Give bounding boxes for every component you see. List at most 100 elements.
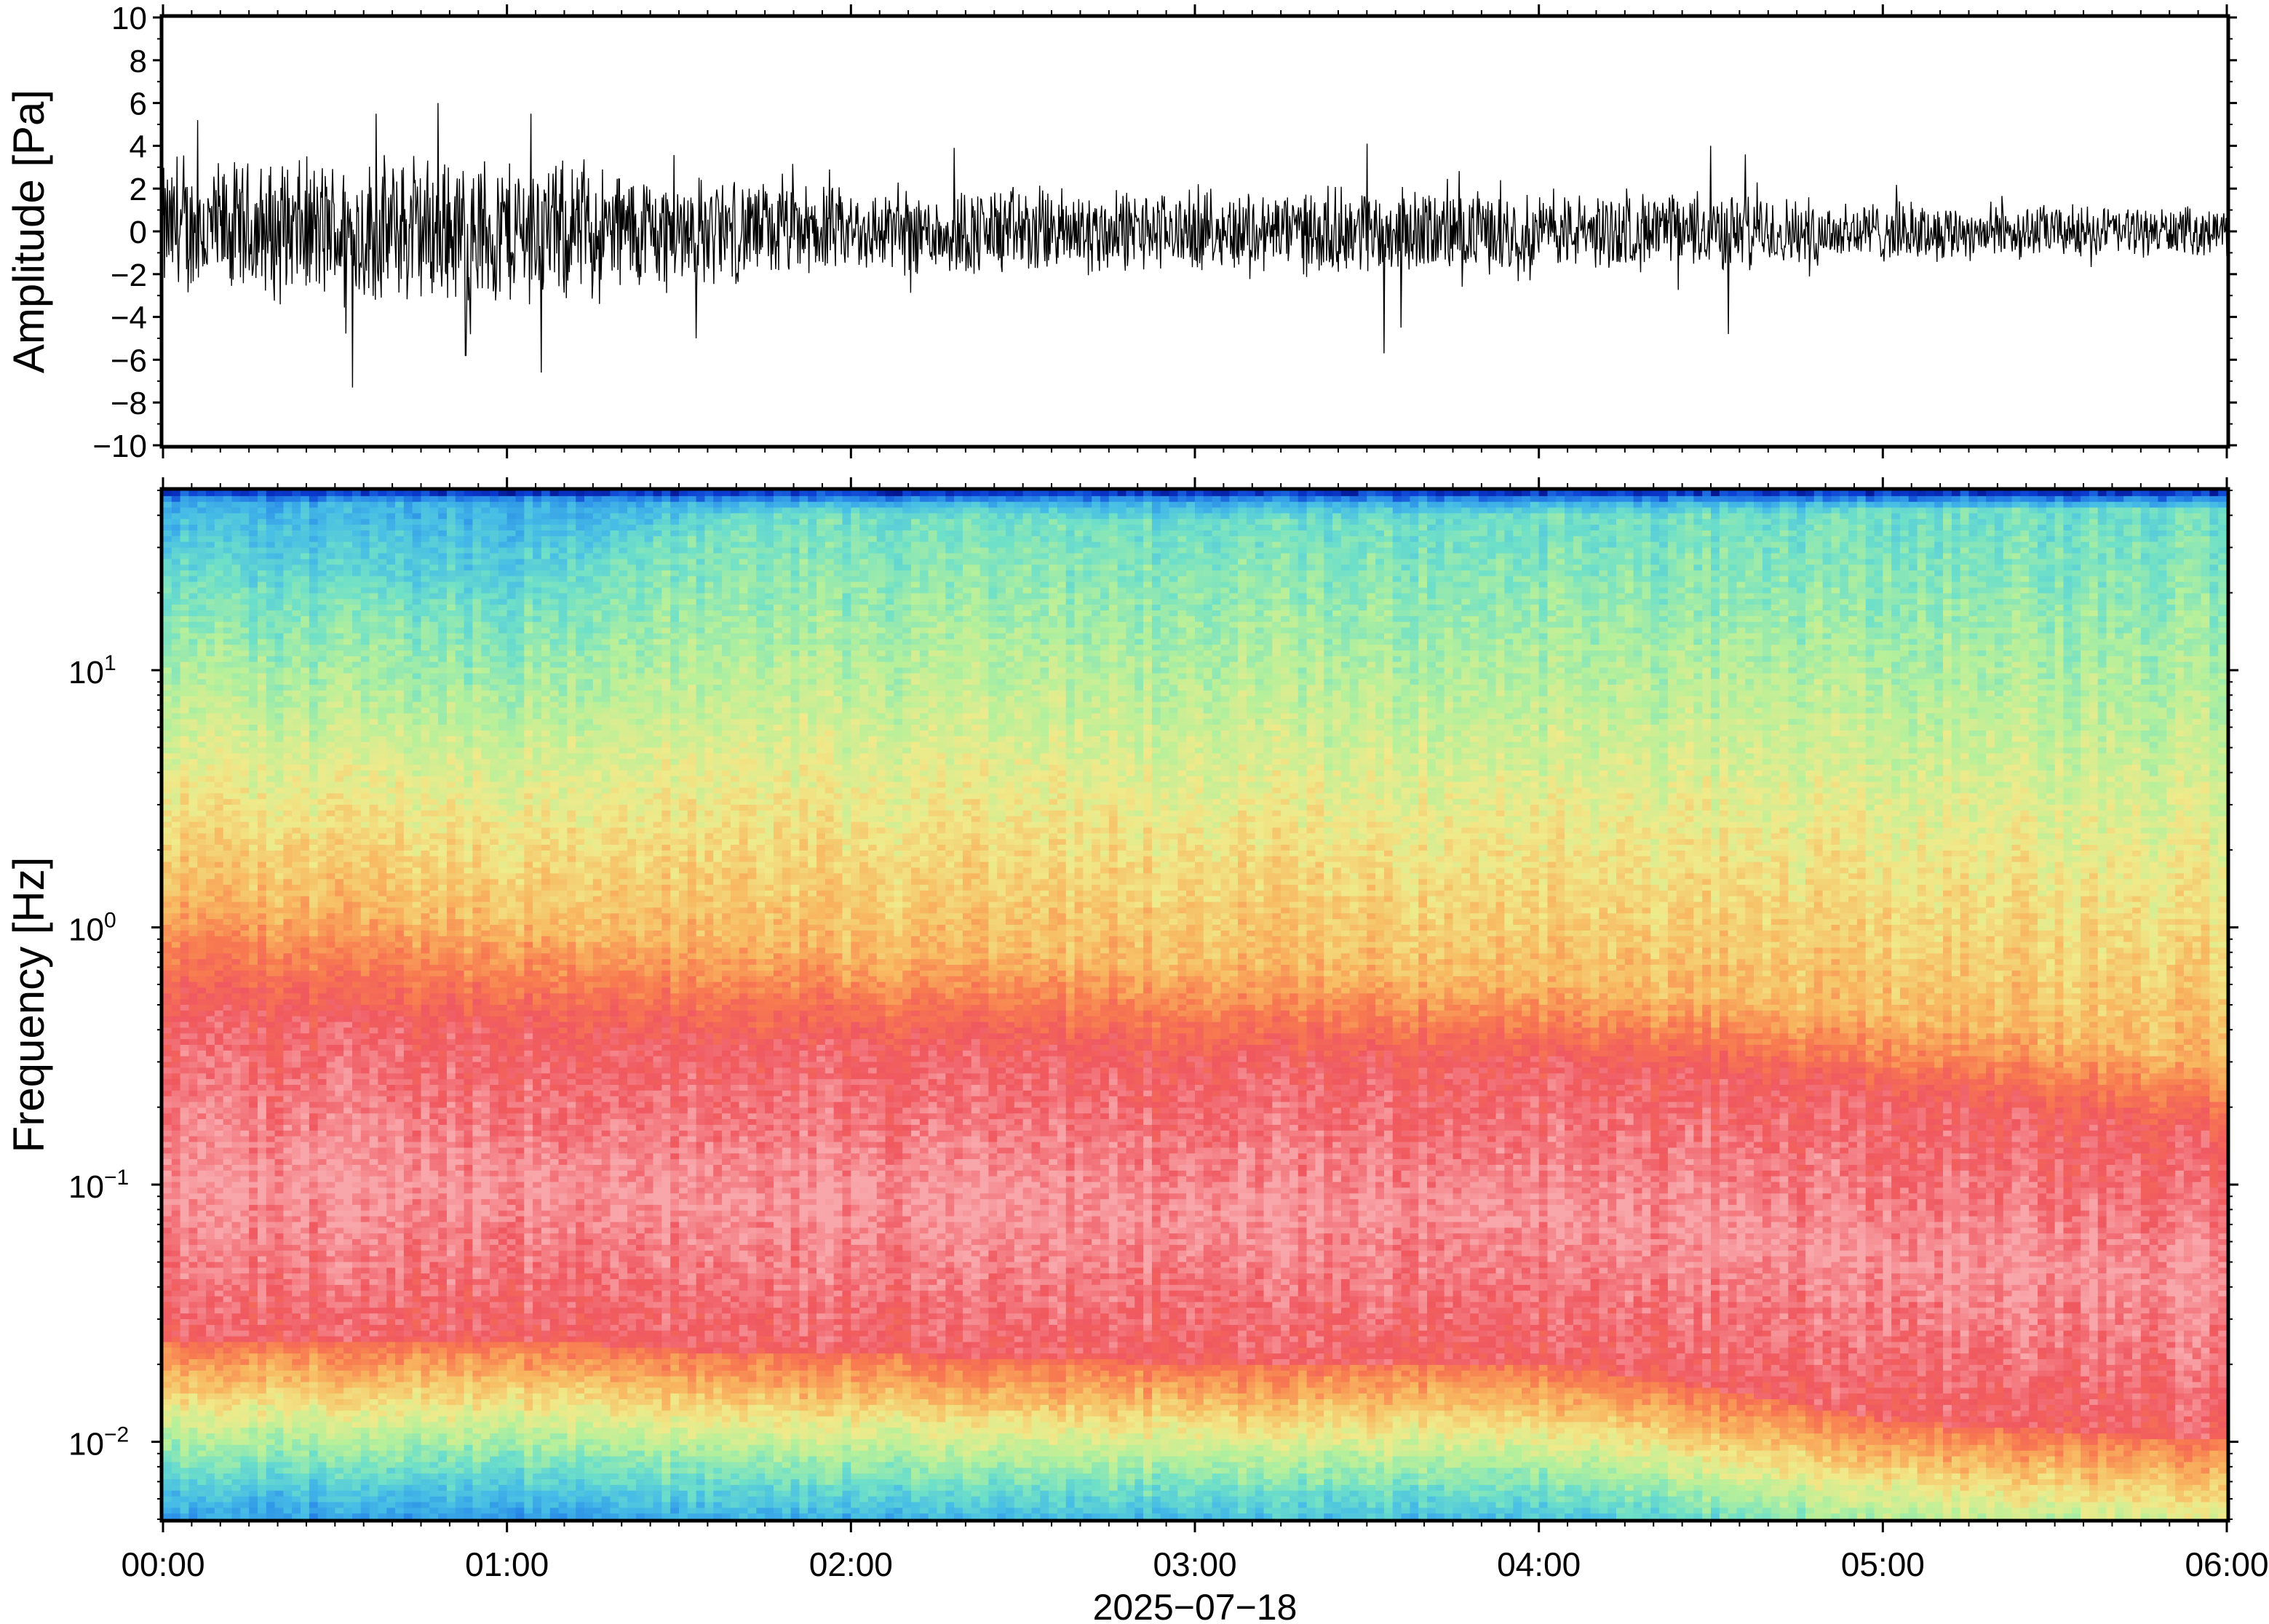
spectrogram-cell — [188, 1204, 198, 1211]
spectrogram-cell — [326, 1502, 335, 1508]
spectrogram-cell — [240, 839, 250, 845]
spectrogram-cell — [360, 1039, 370, 1046]
spectrogram-cell — [378, 1222, 387, 1228]
spectrogram-cell — [326, 850, 335, 857]
spectrogram-cell — [266, 1284, 276, 1291]
spectrogram-cell — [223, 736, 233, 743]
spectrogram-cell — [301, 1113, 310, 1120]
spectrogram-cell — [326, 1062, 335, 1069]
spectrogram-cell — [378, 1050, 387, 1057]
spectrogram-cell — [301, 1216, 310, 1223]
spectrogram-cell — [274, 679, 285, 685]
spectrogram-cell — [283, 730, 293, 737]
spectrogram-cell — [335, 1005, 344, 1011]
spectrogram-cell — [309, 1153, 319, 1160]
spectrogram-cell — [206, 1159, 215, 1166]
spectrogram-cell — [188, 901, 198, 909]
spectrogram-cell — [274, 730, 285, 737]
spectrogram-cell — [231, 810, 241, 817]
spectrogram-cell — [206, 879, 215, 885]
spectrogram-cell — [292, 1388, 301, 1394]
spectrogram-cell — [180, 965, 190, 971]
spectrogram-cell — [223, 1073, 233, 1080]
spectrogram-cell — [163, 907, 172, 914]
spectrogram-cell — [266, 495, 276, 503]
spectrogram-cell — [171, 730, 181, 737]
spectrogram-cell — [180, 1336, 190, 1343]
spectrogram-cell — [223, 1227, 233, 1234]
spectrogram-cell — [163, 1284, 172, 1291]
spectrogram-cell — [188, 1199, 198, 1206]
spectrogram-cell — [301, 1039, 310, 1046]
spectrogram-cell — [326, 1056, 335, 1063]
spectrogram-cell — [335, 553, 344, 560]
spectrogram-cell — [283, 1502, 293, 1508]
spectrogram-cell — [180, 679, 190, 685]
spectrogram-cell — [386, 627, 396, 634]
spectrogram-cell — [266, 587, 276, 594]
spectrogram-cell — [317, 627, 327, 634]
spectrogram-cell — [249, 913, 258, 920]
spectrogram-cell — [378, 1079, 387, 1086]
spectrogram-cell — [378, 890, 387, 897]
spectrogram-cell — [171, 685, 181, 691]
spectrogram-cell — [180, 1136, 190, 1143]
spectrogram-cell — [360, 1490, 370, 1497]
spectrogram-cell — [240, 1364, 250, 1372]
spectrogram-cell — [351, 850, 362, 857]
spectrogram-cell — [309, 1296, 319, 1303]
spectrogram-cell — [351, 793, 362, 800]
spectrogram-cell — [317, 1313, 327, 1320]
spectrogram-cell — [309, 1479, 319, 1486]
spectrogram-cell — [292, 953, 301, 960]
spectrogram-cell — [283, 913, 293, 920]
spectrogram-cell — [197, 982, 207, 989]
spectrogram-cell — [378, 565, 387, 571]
spectrogram-cell — [206, 976, 215, 983]
spectrogram-cell — [309, 1490, 319, 1497]
spectrogram-cell — [274, 1147, 285, 1154]
spectrogram-cell — [360, 1399, 370, 1406]
spectrogram-cell — [231, 576, 241, 583]
spectrogram-cell — [335, 1324, 344, 1332]
spectrogram-cell — [378, 1450, 387, 1457]
spectrogram-cell — [188, 690, 198, 697]
spectrogram-cell — [274, 1107, 285, 1114]
spectrogram-cell — [163, 1067, 172, 1074]
spectrogram-cell — [378, 936, 387, 943]
spectrogram-cell — [351, 1399, 362, 1406]
spectrogram-cell — [301, 501, 310, 509]
spectrogram-cell — [360, 736, 370, 743]
spectrogram-cell — [378, 661, 387, 669]
spectrogram-cell — [214, 890, 224, 897]
spectrogram-cell — [386, 530, 396, 537]
spectrogram-cell — [266, 1473, 276, 1480]
spectrogram-cell — [360, 793, 370, 800]
spectrogram-cell — [386, 576, 396, 583]
spectrogram-cell — [240, 753, 250, 760]
spectrogram-cell — [257, 553, 267, 560]
spectrogram-cell — [283, 1302, 293, 1308]
spectrogram-cell — [249, 707, 258, 714]
spectrogram-cell — [214, 673, 224, 680]
spectrogram-cell — [180, 541, 190, 549]
spectrogram-cell — [351, 565, 362, 571]
spectrogram-cell — [274, 845, 285, 851]
spectrogram-cell — [283, 1479, 293, 1486]
spectrogram-cell — [171, 1410, 181, 1417]
spectrogram-cell — [309, 913, 319, 920]
spectrogram-cell — [351, 1010, 362, 1017]
spectrogram-cell — [326, 1159, 335, 1166]
spectrogram-cell — [240, 690, 250, 697]
spectrogram-cell — [214, 1119, 224, 1126]
spectrogram-cell — [163, 1107, 172, 1114]
spectrogram-cell — [163, 656, 172, 663]
spectrogram-cell — [274, 1364, 285, 1372]
spectrogram-cell — [206, 993, 215, 1000]
spectrogram-cell — [326, 656, 335, 663]
spectrogram-cell — [292, 1410, 301, 1417]
spectrogram-cell — [360, 816, 370, 823]
spectrogram-cell — [223, 656, 233, 663]
spectrogram-cell — [197, 513, 207, 520]
spectrogram-cell — [197, 1422, 207, 1428]
